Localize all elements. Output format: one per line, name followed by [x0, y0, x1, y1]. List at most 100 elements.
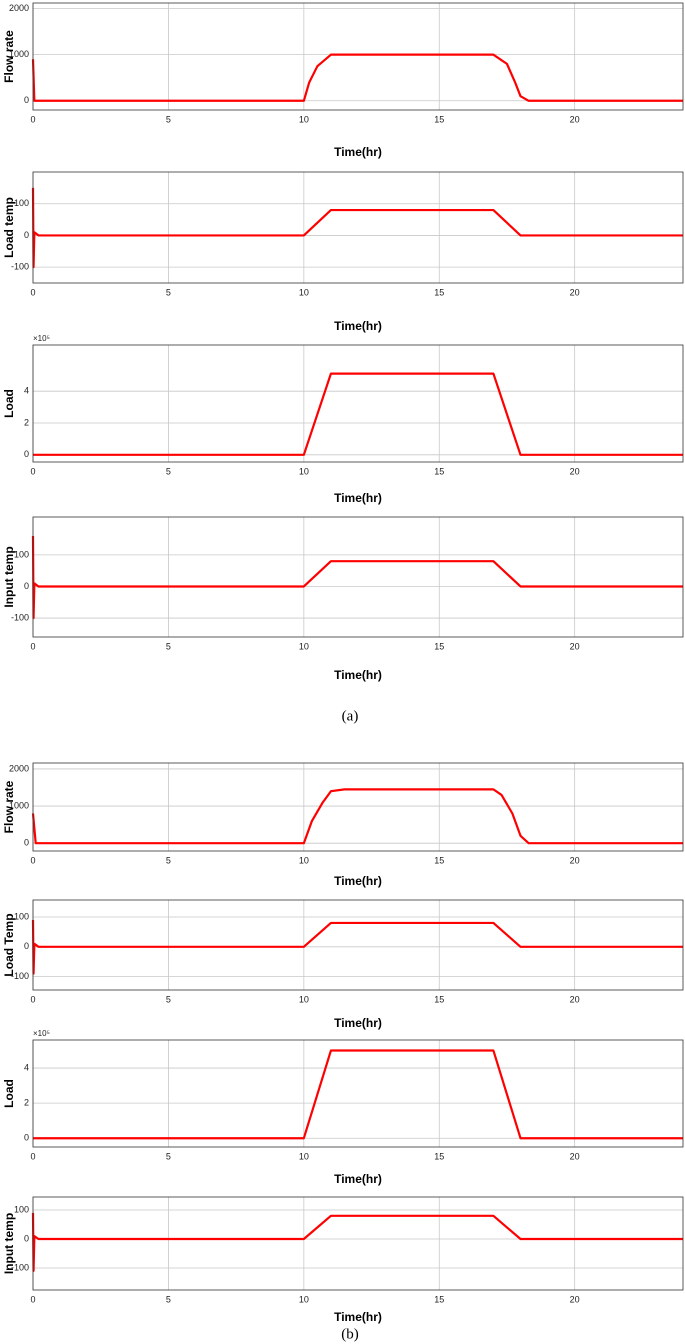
- x-tick-label: 5: [166, 641, 171, 651]
- axes-box: [32, 171, 684, 284]
- axes-box: [32, 899, 684, 991]
- x-tick-label: 0: [30, 641, 35, 651]
- y-axis-label: Load: [2, 1079, 16, 1108]
- x-tick-label: 0: [30, 994, 35, 1004]
- x-tick-label: 15: [434, 287, 444, 297]
- x-tick-label: 0: [30, 1294, 35, 1304]
- x-tick-label: 20: [570, 287, 580, 297]
- y-axis-label: Flow rate: [2, 780, 16, 833]
- axes-box: [32, 2, 684, 111]
- x-tick-label: 15: [434, 641, 444, 651]
- y-tick-label: 0: [24, 1133, 29, 1143]
- y-axis-label: Load: [2, 389, 16, 418]
- y-tick-label: 1000: [9, 49, 29, 59]
- x-tick-label: 20: [570, 114, 580, 124]
- y-tick-label: 0: [24, 941, 29, 951]
- x-tick-label: 5: [166, 1151, 171, 1161]
- x-axis-label: Time(hr): [334, 1172, 382, 1186]
- x-tick-label: 10: [299, 114, 309, 124]
- y-tick-label: 0: [24, 838, 29, 848]
- y-axis-label: Load temp: [2, 197, 16, 258]
- data-line: [31, 1212, 683, 1272]
- y-tick-label: 0: [24, 1233, 29, 1243]
- x-tick-label: 5: [166, 287, 171, 297]
- y-tick-label: 0: [24, 581, 29, 591]
- y-tick-label: 0: [24, 95, 29, 105]
- x-tick-label: 10: [299, 1151, 309, 1161]
- plot-area: [33, 345, 683, 462]
- data-line: [31, 788, 683, 845]
- plot-area: [33, 1040, 683, 1147]
- x-tick-label: 10: [299, 466, 309, 476]
- x-axis-label: Time(hr): [334, 491, 382, 505]
- x-tick-label: 0: [30, 855, 35, 865]
- x-axis-label: Time(hr): [334, 874, 382, 888]
- y-tick-label: 2: [24, 1098, 29, 1108]
- x-tick-label: 15: [434, 994, 444, 1004]
- x-tick-label: 20: [570, 855, 580, 865]
- x-tick-label: 20: [570, 994, 580, 1004]
- data-line: [31, 53, 683, 102]
- y-tick-label: 1000: [9, 800, 29, 810]
- x-axis-label: Time(hr): [334, 145, 382, 159]
- x-axis-label: Time(hr): [334, 319, 382, 333]
- x-axis-label: Time(hr): [334, 1310, 382, 1324]
- axes-box: [32, 1039, 684, 1148]
- data-line: [33, 1049, 683, 1140]
- y-axis-label: Input temp: [2, 1213, 16, 1274]
- axes-box: [32, 762, 684, 852]
- data-line: [31, 535, 683, 620]
- x-tick-label: 15: [434, 855, 444, 865]
- y-tick-label: 2000: [9, 3, 29, 13]
- axes-box: [32, 344, 684, 463]
- x-tick-label: 15: [434, 1151, 444, 1161]
- y-tick-label: 100: [14, 198, 29, 208]
- y-tick-label: 4: [24, 1062, 29, 1072]
- x-tick-label: 20: [570, 641, 580, 651]
- x-tick-label: 10: [299, 855, 309, 865]
- y-tick-label: 4: [24, 386, 29, 396]
- y-tick-label: 100: [14, 549, 29, 559]
- x-tick-label: 0: [30, 1151, 35, 1161]
- x-tick-label: 5: [166, 114, 171, 124]
- axis-multiplier: ×10⁵: [33, 334, 50, 343]
- plot-area: [33, 3, 683, 110]
- x-tick-label: 5: [166, 994, 171, 1004]
- caption: (b): [341, 1326, 359, 1342]
- y-tick-label: 2: [24, 417, 29, 427]
- x-tick-label: 10: [299, 287, 309, 297]
- x-axis-label: Time(hr): [334, 1016, 382, 1030]
- caption: (a): [342, 708, 359, 724]
- x-tick-label: 20: [570, 1294, 580, 1304]
- x-tick-label: 20: [570, 1151, 580, 1161]
- y-tick-label: 0: [24, 230, 29, 240]
- x-tick-label: 5: [166, 1294, 171, 1304]
- x-tick-label: 0: [30, 114, 35, 124]
- x-tick-label: 15: [434, 114, 444, 124]
- x-tick-label: 15: [434, 466, 444, 476]
- data-line: [33, 372, 683, 456]
- x-tick-label: 15: [434, 1294, 444, 1304]
- x-tick-label: 20: [570, 466, 580, 476]
- x-tick-label: 10: [299, 641, 309, 651]
- y-tick-label: 0: [24, 449, 29, 459]
- plot-area: [33, 763, 683, 851]
- y-axis-label: Flow rate: [2, 30, 16, 83]
- axes-box: [32, 516, 684, 638]
- y-tick-label: 100: [14, 911, 29, 921]
- axes-box: [32, 1196, 684, 1291]
- x-tick-label: 10: [299, 1294, 309, 1304]
- x-tick-label: 10: [299, 994, 309, 1004]
- x-tick-label: 0: [30, 466, 35, 476]
- plot-area: [33, 1197, 683, 1290]
- x-tick-label: 5: [166, 855, 171, 865]
- data-line: [31, 919, 683, 975]
- y-axis-label: Input temp: [2, 546, 16, 607]
- y-tick-label: 2000: [9, 763, 29, 773]
- x-tick-label: 0: [30, 287, 35, 297]
- x-tick-label: 5: [166, 466, 171, 476]
- y-tick-label: -100: [11, 971, 29, 981]
- plot-area: [33, 172, 683, 283]
